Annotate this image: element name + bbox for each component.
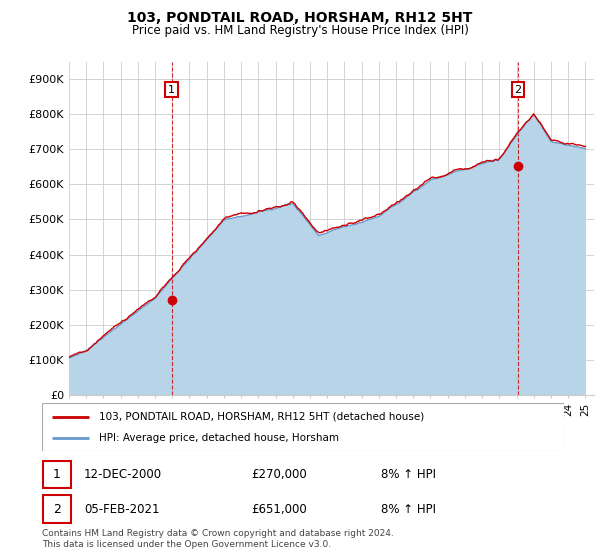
Text: 05-FEB-2021: 05-FEB-2021 (84, 503, 159, 516)
Text: 2: 2 (53, 503, 61, 516)
Text: Price paid vs. HM Land Registry's House Price Index (HPI): Price paid vs. HM Land Registry's House … (131, 24, 469, 36)
Text: 1: 1 (53, 468, 61, 481)
Text: £270,000: £270,000 (251, 468, 307, 481)
Text: 103, PONDTAIL ROAD, HORSHAM, RH12 5HT (detached house): 103, PONDTAIL ROAD, HORSHAM, RH12 5HT (d… (100, 412, 425, 422)
Text: 103, PONDTAIL ROAD, HORSHAM, RH12 5HT: 103, PONDTAIL ROAD, HORSHAM, RH12 5HT (127, 11, 473, 25)
Text: 12-DEC-2000: 12-DEC-2000 (84, 468, 162, 481)
Text: 8% ↑ HPI: 8% ↑ HPI (382, 503, 436, 516)
Text: 8% ↑ HPI: 8% ↑ HPI (382, 468, 436, 481)
Text: Contains HM Land Registry data © Crown copyright and database right 2024.
This d: Contains HM Land Registry data © Crown c… (42, 529, 394, 549)
Text: 1: 1 (168, 85, 175, 95)
Text: £651,000: £651,000 (251, 503, 307, 516)
Bar (43, 461, 71, 488)
Text: 2: 2 (515, 85, 522, 95)
Text: HPI: Average price, detached house, Horsham: HPI: Average price, detached house, Hors… (100, 433, 340, 444)
Bar (43, 496, 71, 523)
